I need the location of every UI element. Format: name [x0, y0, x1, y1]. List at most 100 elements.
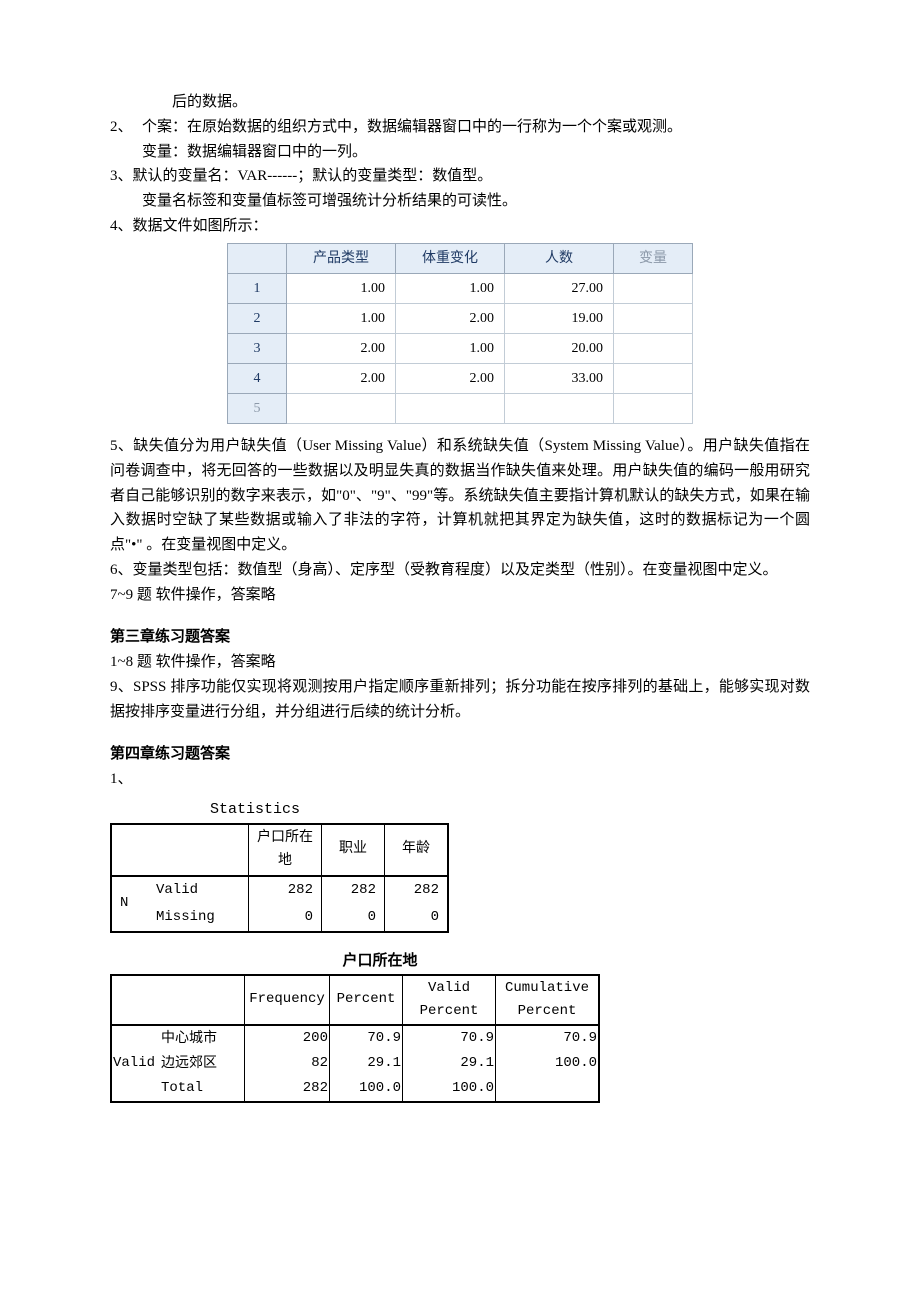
chapter-3-title: 第三章练习题答案 — [110, 625, 810, 650]
item-3-line-2: 变量名标签和变量值标签可增强统计分析结果的可读性。 — [110, 189, 810, 214]
house-row-label: 边远郊区 — [160, 1051, 245, 1076]
stats-missing-label: Missing — [148, 904, 249, 932]
stats-blank — [111, 824, 249, 876]
statistics-table: 户口所在地 职业 年龄 N Valid 282 282 282 Missing … — [110, 823, 449, 933]
chapter-3-line-2: 9、SPSS 排序功能仅实现将观测按用户指定顺序重新排列；拆分功能在按序排列的基… — [110, 675, 810, 725]
stats-header-row: 户口所在地 职业 年龄 — [111, 824, 448, 876]
cell: 100.0 — [403, 1076, 496, 1102]
house-title: 户口所在地 — [110, 949, 650, 974]
chapter-3-line-1: 1~8 题 软件操作，答案略 — [110, 650, 810, 675]
cell — [614, 393, 693, 423]
item-2: 2、 个案：在原始数据的组织方式中，数据编辑器窗口中的一行称为一个个案或观测。 … — [110, 115, 810, 165]
header-col-4: 变量 — [614, 243, 693, 273]
cell — [396, 393, 505, 423]
stats-valid-label: Valid — [148, 876, 249, 904]
item-6: 6、变量类型包括：数值型（身高）、定序型（受教育程度）以及定类型（性别）。在变量… — [110, 558, 810, 583]
cell — [614, 303, 693, 333]
stats-N: N — [111, 876, 148, 932]
item-2-number: 2、 — [110, 115, 142, 165]
cell: 27.00 — [505, 273, 614, 303]
cell: 1.00 — [287, 273, 396, 303]
row-number: 1 — [228, 273, 287, 303]
house-header-row: Frequency Percent Valid Percent Cumulati… — [111, 975, 599, 1025]
table-row: 1 1.00 1.00 27.00 — [228, 273, 693, 303]
stats-hdr-3: 年龄 — [385, 824, 449, 876]
cell: 19.00 — [505, 303, 614, 333]
stats-missing-row: Missing 0 0 0 — [111, 904, 448, 932]
cell: 70.9 — [330, 1025, 403, 1051]
cell: 2.00 — [287, 333, 396, 363]
house-hdr-4: Cumulative Percent — [496, 975, 600, 1025]
header-col-2: 体重变化 — [396, 243, 505, 273]
table-row: 2 1.00 2.00 19.00 — [228, 303, 693, 333]
document-page: 后的数据。 2、 个案：在原始数据的组织方式中，数据编辑器窗口中的一行称为一个个… — [110, 0, 810, 1163]
stats-hdr-2: 职业 — [322, 824, 385, 876]
cell: 200 — [245, 1025, 330, 1051]
stats-valid-2: 282 — [322, 876, 385, 904]
table-row: 3 2.00 1.00 20.00 — [228, 333, 693, 363]
stats-missing-1: 0 — [249, 904, 322, 932]
stats-missing-3: 0 — [385, 904, 449, 932]
cell: 100.0 — [496, 1051, 600, 1076]
house-blank — [111, 975, 245, 1025]
table-row: 4 2.00 2.00 33.00 — [228, 363, 693, 393]
item-7-9: 7~9 题 软件操作，答案略 — [110, 583, 810, 608]
table-header-row: 产品类型 体重变化 人数 变量 — [228, 243, 693, 273]
stats-valid-1: 282 — [249, 876, 322, 904]
header-blank — [228, 243, 287, 273]
cell — [287, 393, 396, 423]
stats-missing-2: 0 — [322, 904, 385, 932]
cell — [614, 273, 693, 303]
table-row: 5 — [228, 393, 693, 423]
cell: 1.00 — [396, 333, 505, 363]
stats-hdr-1: 户口所在地 — [249, 824, 322, 876]
stats-valid-3: 282 — [385, 876, 449, 904]
item-2-body: 个案：在原始数据的组织方式中，数据编辑器窗口中的一行称为一个个案或观测。 变量：… — [142, 115, 810, 165]
item-3-line-1: 3、默认的变量名：VAR------；默认的变量类型：数值型。 — [110, 164, 810, 189]
cell: 70.9 — [496, 1025, 600, 1051]
house-table: Frequency Percent Valid Percent Cumulati… — [110, 974, 600, 1103]
row-number: 2 — [228, 303, 287, 333]
cell — [614, 363, 693, 393]
spss-data-table: 产品类型 体重变化 人数 变量 1 1.00 1.00 27.00 2 1.00… — [227, 243, 693, 425]
item-4: 4、数据文件如图所示： — [110, 214, 810, 239]
statistics-title: Statistics — [110, 798, 400, 823]
cell: 29.1 — [330, 1051, 403, 1076]
house-valid-label: Valid — [111, 1025, 160, 1102]
cell: 2.00 — [396, 303, 505, 333]
cell: 82 — [245, 1051, 330, 1076]
chapter-4-title: 第四章练习题答案 — [110, 742, 810, 767]
cell: 70.9 — [403, 1025, 496, 1051]
house-row-label: Total — [160, 1076, 245, 1102]
item-2-line-2: 变量：数据编辑器窗口中的一列。 — [142, 140, 810, 165]
house-hdr-2: Percent — [330, 975, 403, 1025]
chapter-4-item-1: 1、 — [110, 767, 810, 792]
stats-valid-row: N Valid 282 282 282 — [111, 876, 448, 904]
trailing-text: 后的数据。 — [110, 90, 810, 115]
house-row-label: 中心城市 — [160, 1025, 245, 1051]
house-row-3: Total 282 100.0 100.0 — [111, 1076, 599, 1102]
cell: 33.00 — [505, 363, 614, 393]
cell: 2.00 — [396, 363, 505, 393]
row-number: 3 — [228, 333, 287, 363]
cell: 2.00 — [287, 363, 396, 393]
cell — [614, 333, 693, 363]
cell: 1.00 — [287, 303, 396, 333]
cell — [496, 1076, 600, 1102]
house-hdr-3: Valid Percent — [403, 975, 496, 1025]
cell: 20.00 — [505, 333, 614, 363]
item-2-line-1: 个案：在原始数据的组织方式中，数据编辑器窗口中的一行称为一个个案或观测。 — [142, 115, 810, 140]
header-col-3: 人数 — [505, 243, 614, 273]
cell: 282 — [245, 1076, 330, 1102]
cell: 100.0 — [330, 1076, 403, 1102]
house-hdr-1: Frequency — [245, 975, 330, 1025]
item-5: 5、缺失值分为用户缺失值（User Missing Value）和系统缺失值（S… — [110, 434, 810, 558]
house-row-1: Valid 中心城市 200 70.9 70.9 70.9 — [111, 1025, 599, 1051]
cell: 29.1 — [403, 1051, 496, 1076]
row-number: 4 — [228, 363, 287, 393]
house-row-2: 边远郊区 82 29.1 29.1 100.0 — [111, 1051, 599, 1076]
cell — [505, 393, 614, 423]
row-number: 5 — [228, 393, 287, 423]
header-col-1: 产品类型 — [287, 243, 396, 273]
cell: 1.00 — [396, 273, 505, 303]
